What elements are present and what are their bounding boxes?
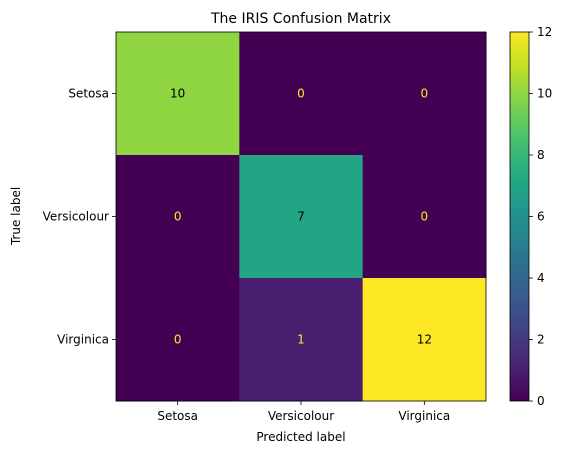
heatmap-cells [116,32,487,402]
colorbar-tick-label-5: 10 [537,87,552,101]
cell-value-r0-c2: 0 [421,87,429,101]
colorbar-ticks: 0 2 4 6 8 10 12 [529,25,552,408]
y-tick-label-2: Virginica [57,333,109,347]
cell-value-r2-c0: 0 [174,333,182,347]
heatmap-cell-r1-c1 [239,155,364,279]
y-axis-label: True label [9,187,23,246]
colorbar-tick-label-4: 8 [537,148,545,162]
x-axis: Setosa Versicolour Virginica [157,401,450,423]
colorbar-tick-label-2: 4 [537,271,545,285]
heatmap-cell-r0-c0 [116,32,240,156]
cell-value-r0-c0: 10 [170,87,185,101]
x-tick-label-1: Versicolour [268,409,334,423]
y-axis: Setosa Versicolour Virginica [43,87,116,347]
cell-value-r2-c1: 1 [297,333,305,347]
x-axis-label: Predicted label [256,430,345,444]
y-tick-label-0: Setosa [68,87,109,101]
colorbar [509,31,530,402]
cell-value-r1-c2: 0 [421,210,429,224]
y-tick-label-1: Versicolour [43,210,109,224]
cell-value-r0-c1: 0 [297,87,305,101]
colorbar-tick-label-3: 6 [537,210,545,224]
heatmap-cell-r2-c1 [239,278,364,402]
heatmap-cell-r0-c1 [239,32,364,156]
colorbar-tick-label-1: 2 [537,333,545,347]
heatmap-cell-r2-c2 [362,278,487,402]
colorbar-tick-label-6: 12 [537,25,552,39]
cell-value-labels: 10 0 0 0 7 0 0 1 12 [170,87,432,347]
heatmap-cell-r0-c2 [362,32,487,156]
heatmap-cell-r2-c0 [116,278,240,402]
cell-value-r1-c0: 0 [174,210,182,224]
chart-title: The IRIS Confusion Matrix [210,11,391,27]
x-tick-label-2: Virginica [398,409,450,423]
cell-value-r2-c2: 12 [417,333,432,347]
heatmap-cell-r1-c0 [116,155,240,279]
x-tick-label-0: Setosa [157,409,198,423]
colorbar-tick-label-0: 0 [537,394,545,408]
cell-value-r1-c1: 7 [297,210,305,224]
heatmap-cell-r1-c2 [362,155,487,279]
